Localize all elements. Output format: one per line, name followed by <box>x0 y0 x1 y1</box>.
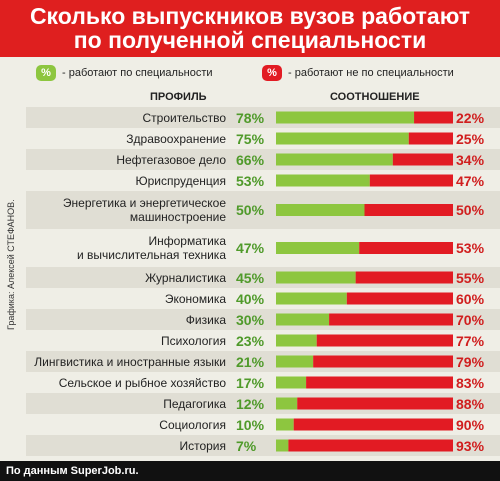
bar-notwork <box>293 418 453 431</box>
notwork-percent-label: 55% <box>456 269 485 286</box>
header-profile: ПРОФИЛЬ <box>150 91 207 103</box>
category-label: Социология <box>159 417 226 432</box>
notwork-percent-label: 90% <box>456 416 485 433</box>
bar-work <box>276 376 307 389</box>
category-label: Строительство <box>142 110 226 125</box>
category-label: Физика <box>185 312 226 327</box>
work-percent-label: 40% <box>236 290 265 307</box>
legend-work-badge: % <box>36 65 56 81</box>
category-label: Педагогика <box>163 396 226 411</box>
bar-notwork <box>316 334 453 347</box>
bar-work <box>276 242 360 254</box>
bar-notwork <box>364 204 453 216</box>
bar-work <box>276 153 393 166</box>
work-percent-label: 50% <box>236 202 265 218</box>
category-label: Нефтегазовое дело <box>116 152 226 167</box>
work-percent-label: 17% <box>236 374 265 391</box>
bar-work <box>276 292 347 305</box>
bar-notwork <box>346 292 453 305</box>
bar-work <box>276 111 415 124</box>
bar-notwork <box>297 397 453 410</box>
notwork-percent-label: 50% <box>456 202 485 218</box>
category-label: Журналистика <box>145 270 226 285</box>
work-percent-label: 12% <box>236 395 265 412</box>
legend-work-text: - работают по специальности <box>62 67 213 79</box>
bar-notwork <box>355 271 453 284</box>
notwork-percent-label: 83% <box>456 374 485 391</box>
work-percent-label: 53% <box>236 172 265 189</box>
bar-notwork <box>392 153 453 166</box>
work-percent-label: 7% <box>236 437 257 454</box>
notwork-percent-label: 77% <box>456 332 485 349</box>
work-percent-label: 23% <box>236 332 265 349</box>
bar-notwork <box>408 132 453 145</box>
notwork-percent-label: 34% <box>456 151 485 168</box>
bar-notwork <box>359 242 453 254</box>
bar-work <box>276 355 314 368</box>
category-label: Энергетика и энергетическое машиностроени… <box>62 196 226 224</box>
bar-work <box>276 132 409 145</box>
bar-work <box>276 439 289 452</box>
category-label: Лингвистика и иностранные языки <box>34 354 226 369</box>
category-label: Юриспруденция <box>135 173 226 188</box>
bar-notwork <box>369 174 453 187</box>
work-percent-label: 75% <box>236 130 265 147</box>
legend-notwork-badge: % <box>262 65 282 81</box>
category-label: Информатика и вычислительная техника <box>76 234 226 262</box>
category-label: Сельское и рыбное хозяйство <box>58 375 226 390</box>
legend-notwork: % - работают не по специальности <box>262 65 454 85</box>
notwork-percent-label: 60% <box>456 290 485 307</box>
category-label: Здравоохранение <box>126 131 226 146</box>
category-label: Психология <box>161 333 226 348</box>
notwork-percent-label: 88% <box>456 395 485 412</box>
bar-work <box>276 204 365 216</box>
notwork-percent-label: 53% <box>456 240 485 256</box>
category-label: История <box>179 438 226 453</box>
bar-work <box>276 397 298 410</box>
bar-work <box>276 313 330 326</box>
notwork-percent-label: 25% <box>456 130 485 147</box>
work-percent-label: 78% <box>236 109 265 126</box>
source-text: По данным SuperJob.ru. <box>6 465 139 477</box>
bar-notwork <box>313 355 453 368</box>
header-ratio: СООТНОШЕНИЕ <box>330 91 420 103</box>
work-percent-label: 10% <box>236 416 265 433</box>
graphics-credit: Графика: Алексей СТЕФАНОВ. <box>6 199 16 330</box>
work-percent-label: 21% <box>236 353 265 370</box>
source-footer: По данным SuperJob.ru. <box>0 461 500 481</box>
legend-notwork-text: - работают не по специальности <box>288 67 454 79</box>
bar-work <box>276 174 370 187</box>
title-line-2: по полученной специальности <box>73 27 427 53</box>
work-percent-label: 47% <box>236 240 265 256</box>
work-percent-label: 66% <box>236 151 265 168</box>
work-percent-label: 45% <box>236 269 265 286</box>
title-line-1: Сколько выпускников вузов работают <box>29 3 471 29</box>
notwork-percent-label: 70% <box>456 311 485 328</box>
bar-notwork <box>329 313 453 326</box>
bar-notwork <box>414 111 453 124</box>
bar-work <box>276 271 356 284</box>
bar-notwork <box>288 439 453 452</box>
title-banner: Сколько выпускников вузов работают по по… <box>0 0 500 57</box>
notwork-percent-label: 93% <box>456 437 485 454</box>
notwork-percent-label: 79% <box>456 353 485 370</box>
notwork-percent-label: 22% <box>456 109 485 126</box>
bar-notwork <box>306 376 453 389</box>
bar-work <box>276 334 317 347</box>
category-label: Экономика <box>164 291 226 306</box>
work-percent-label: 30% <box>236 311 265 328</box>
bar-work <box>276 418 294 431</box>
notwork-percent-label: 47% <box>456 172 485 189</box>
legend-work: % - работают по специальности <box>36 65 213 85</box>
